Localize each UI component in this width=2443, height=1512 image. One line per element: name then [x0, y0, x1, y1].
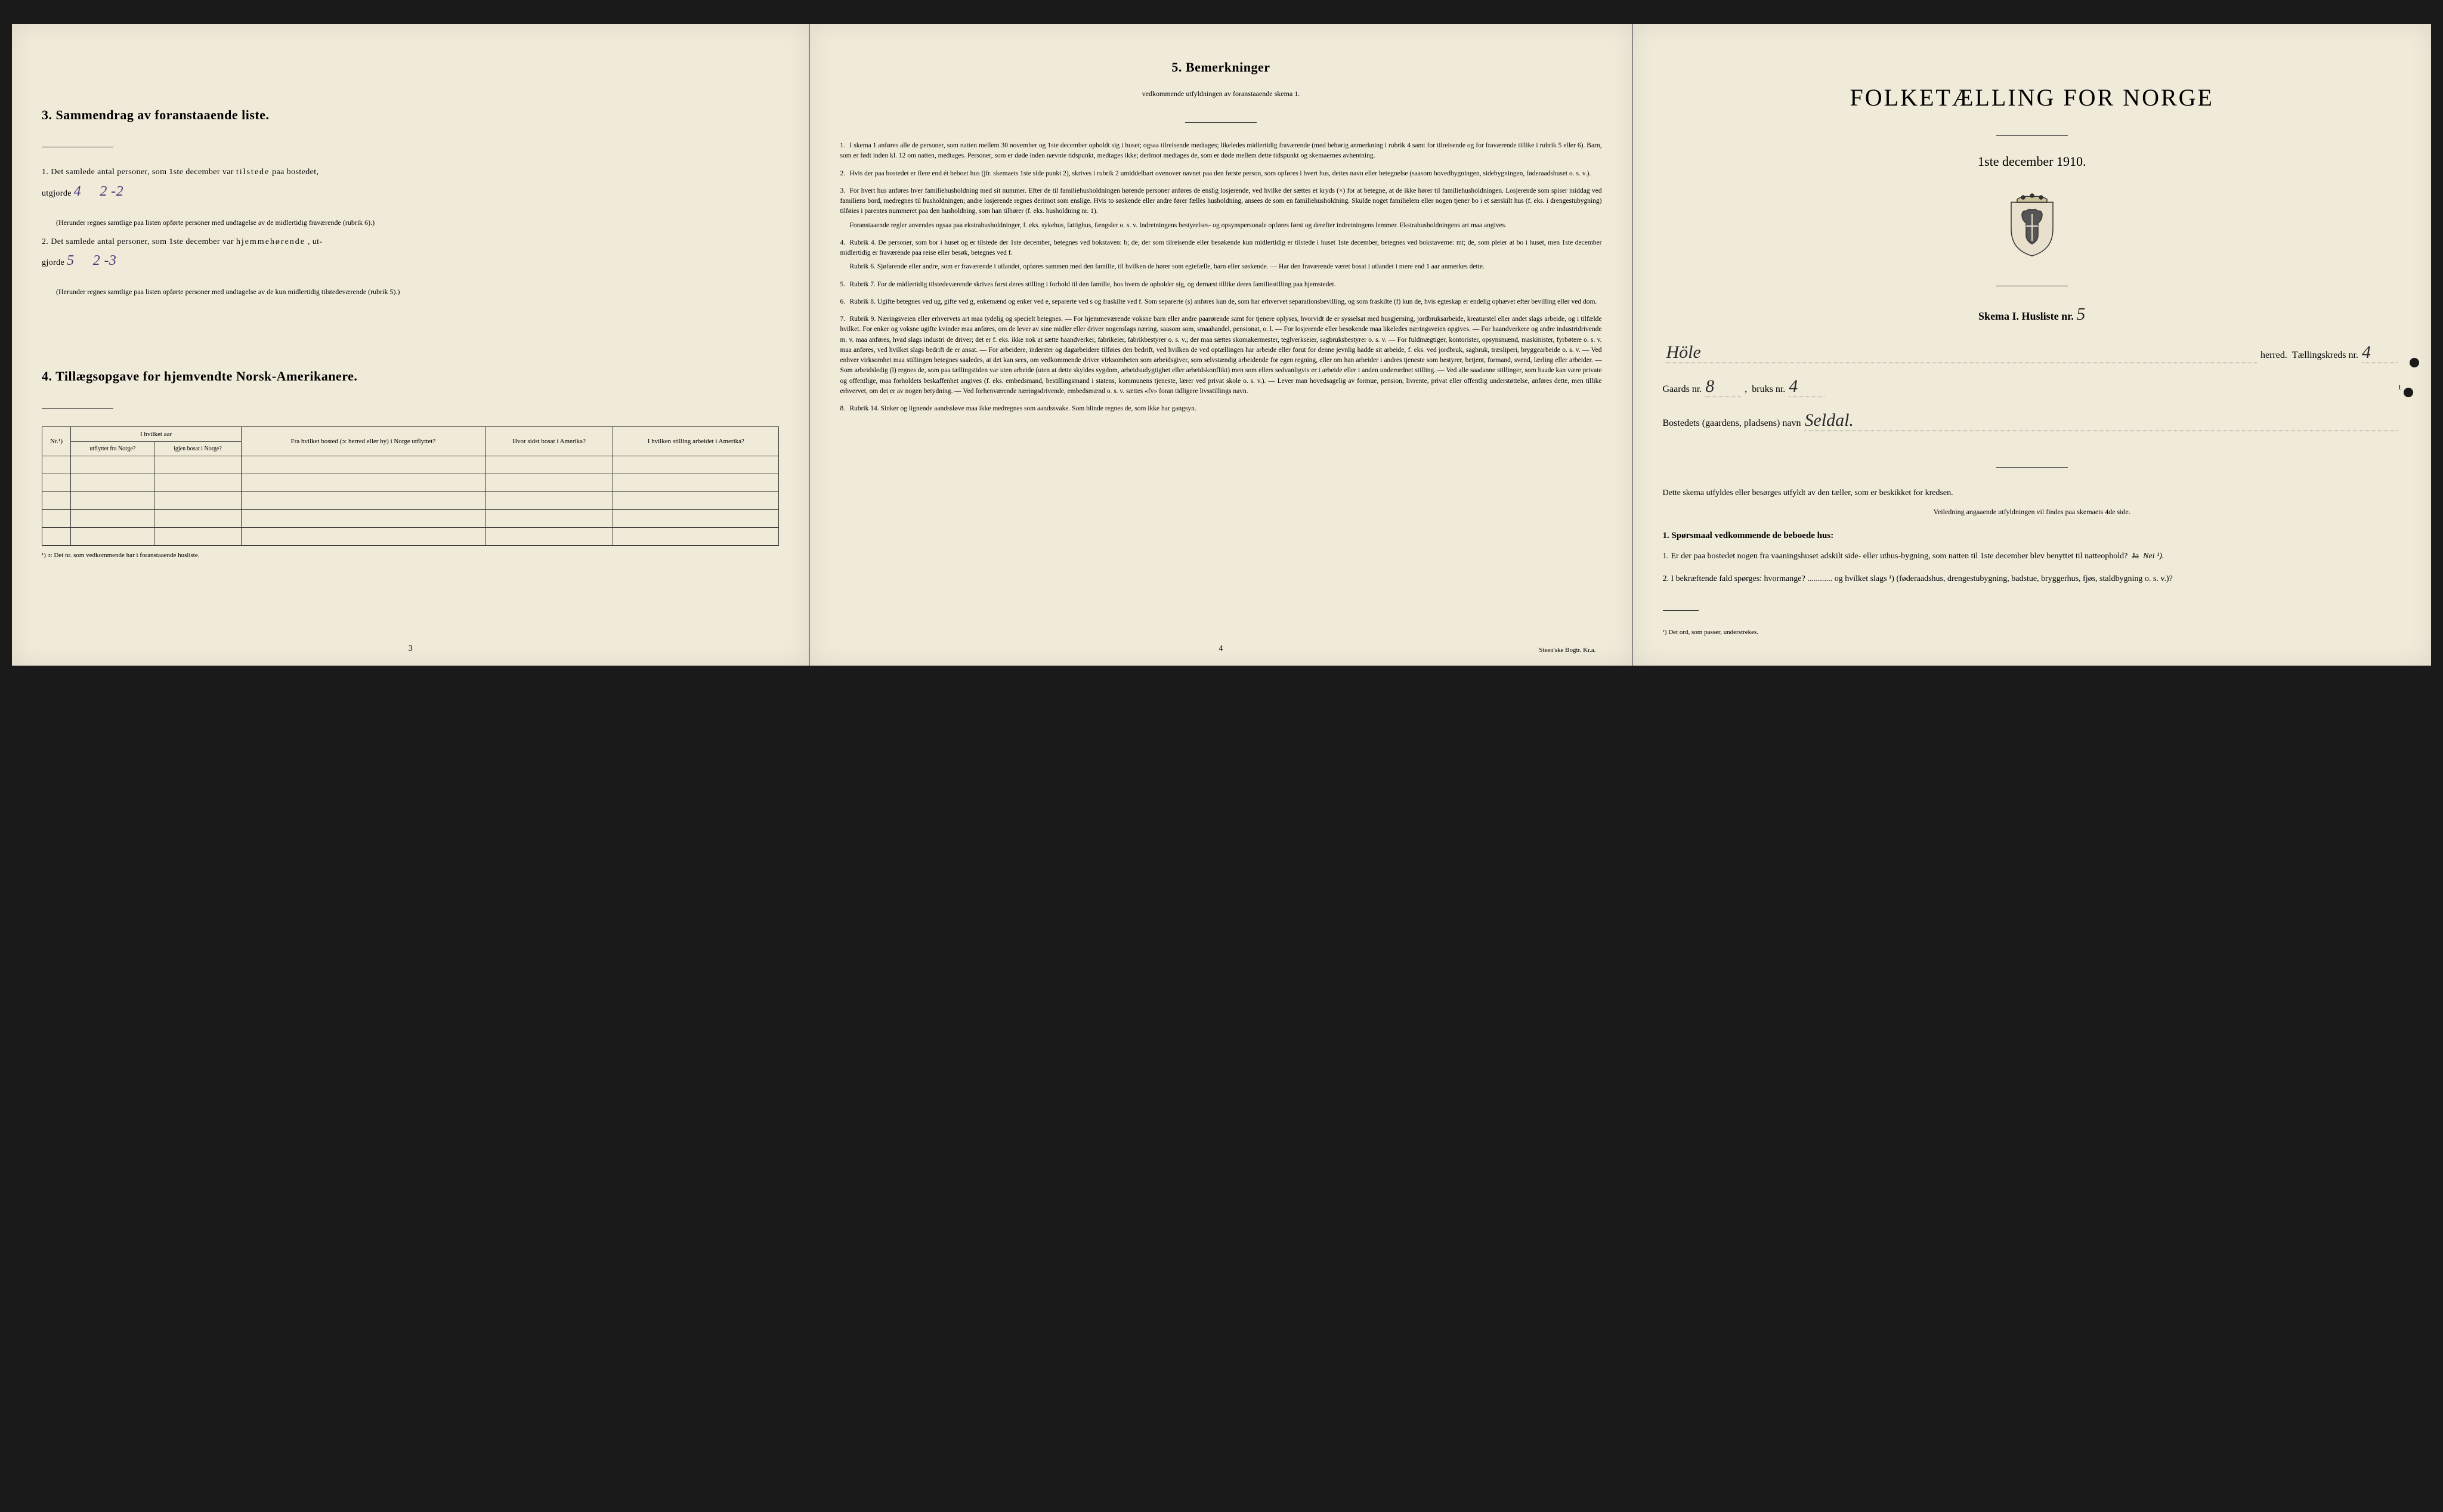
- remark-item: 1.I skema 1 anføres alle de personer, so…: [840, 141, 1601, 162]
- kreds-value: 4: [2362, 342, 2371, 362]
- table-row: [42, 474, 779, 492]
- emigrant-table-body: [42, 456, 779, 546]
- divider: [1185, 122, 1257, 123]
- husliste-nr-value: 5: [2076, 304, 2085, 324]
- table-row: [42, 510, 779, 528]
- col-year-back: igjen bosat i Norge?: [154, 442, 242, 456]
- remark-item: 7.Rubrik 9. Næringsveien eller erhvervet…: [840, 314, 1601, 397]
- remarks-list: 1.I skema 1 anføres alle de personer, so…: [840, 141, 1601, 414]
- answer-nei: Nei ¹).: [2143, 552, 2164, 561]
- section-5-subtitle: vedkommende utfyldningen av foranstaaend…: [840, 89, 1601, 98]
- bruks-value: 4: [1789, 376, 1798, 396]
- end-footnote: ¹) Det ord, som passer, understrekes.: [1663, 629, 2401, 636]
- hand-value-1a: 4: [74, 184, 81, 199]
- remark-item: 8.Rubrik 14. Sinker og lignende aandsslø…: [840, 404, 1601, 414]
- section-5-title: 5. Bemerkninger: [840, 60, 1601, 75]
- census-document: 3. Sammendrag av foranstaaende liste. 1.…: [12, 24, 2431, 666]
- divider: [1663, 610, 1699, 611]
- section-4-footnote: ¹) ɔ: Det nr. som vedkommende har i fora…: [42, 552, 779, 559]
- section-3-title: 3. Sammendrag av foranstaaende liste.: [42, 107, 779, 123]
- remark-item: 6.Rubrik 8. Ugifte betegnes ved ug, gift…: [840, 297, 1601, 307]
- form-line-gaards: Gaards nr. 8, bruks nr. 4 ¹: [1663, 376, 2401, 397]
- instructions-note: Veiledning angaaende utfyldningen vil fi…: [1663, 508, 2401, 517]
- footnote-marker: ¹: [2398, 384, 2401, 395]
- table-row: [42, 492, 779, 510]
- table-row: [42, 456, 779, 474]
- form-line-bosted: Bostedets (gaardens, pladsens) navn Seld…: [1663, 410, 2401, 431]
- herred-value: Höle: [1666, 342, 1701, 362]
- question-2: 2. I bekræftende fald spørges: hvormange…: [1675, 572, 2401, 586]
- col-year-out: utflyttet fra Norge?: [71, 442, 154, 456]
- bosted-value: Seldal.: [1804, 410, 1854, 430]
- summary-item-1: 1. Det samlede antal personer, som 1ste …: [42, 165, 779, 204]
- struck-ja: Ja: [2132, 552, 2139, 561]
- form-line-herred: Höle herred. Tællingskreds nr. 4: [1663, 342, 2401, 363]
- remark-item: 5.Rubrik 7. For de midlertidig tilstedev…: [840, 280, 1601, 290]
- skema-line: Skema I. Husliste nr. 5: [1663, 304, 2401, 324]
- printer-credit: Steen'ske Bogtr. Kr.a.: [1539, 647, 1595, 654]
- page-number-4: 4: [1219, 644, 1223, 654]
- col-bosted: Fra hvilket bosted (ɔ: herred eller by) …: [241, 427, 485, 456]
- summary-item-2: 2. Det samlede antal personer, som 1ste …: [42, 235, 779, 274]
- question-title: 1. Spørsmaal vedkommende de beboede hus:: [1663, 531, 2401, 541]
- col-nr: Nr.¹): [42, 427, 71, 456]
- panel-page-1: FOLKETÆLLING FOR NORGE 1ste december 191…: [1633, 24, 2431, 666]
- hand-value-2b: 2 -3: [93, 253, 117, 268]
- table-row: [42, 528, 779, 546]
- remark-item: 4.Rubrik 4. De personer, som bor i huset…: [840, 238, 1601, 273]
- section-3-summary: 3. Sammendrag av foranstaaende liste. 1.…: [42, 107, 779, 297]
- divider: [42, 408, 113, 409]
- divider: [1996, 467, 2068, 468]
- summary-item-2-note: (Herunder regnes samtlige paa listen opf…: [56, 286, 779, 297]
- instructions-text: Dette skema utfyldes eller besørges utfy…: [1663, 486, 2401, 500]
- ink-blot-icon: [2404, 388, 2413, 397]
- coat-of-arms-icon: [1663, 193, 2401, 262]
- question-1: 1. Er der paa bostedet nogen fra vaaning…: [1675, 549, 2401, 564]
- hand-value-2a: 5: [67, 253, 74, 268]
- col-stilling: I hvilken stilling arbeidet i Amerika?: [613, 427, 779, 456]
- col-amerika: Hvor sidst bosat i Amerika?: [485, 427, 613, 456]
- remark-item: 3.For hvert hus anføres hver familiehush…: [840, 186, 1601, 231]
- panel-page-3: 3. Sammendrag av foranstaaende liste. 1.…: [12, 24, 810, 666]
- remark-item: 2.Hvis der paa bostedet er flere end ét …: [840, 169, 1601, 179]
- section-4-title: 4. Tillægsopgave for hjemvendte Norsk-Am…: [42, 369, 779, 384]
- summary-item-1-note: (Herunder regnes samtlige paa listen opf…: [56, 217, 779, 228]
- section-4-emigrant: 4. Tillægsopgave for hjemvendte Norsk-Am…: [42, 369, 779, 559]
- divider: [1996, 135, 2068, 136]
- hand-value-1b: 2 -2: [100, 184, 123, 199]
- main-title: FOLKETÆLLING FOR NORGE: [1663, 84, 2401, 112]
- question-block: 1. Spørsmaal vedkommende de beboede hus:…: [1663, 531, 2401, 586]
- page-number-3: 3: [409, 644, 413, 654]
- col-year-header: I hvilket aar: [71, 427, 242, 442]
- ink-blot-icon: [2410, 358, 2419, 367]
- gaards-value: 8: [1705, 376, 1714, 396]
- panel-page-4: 5. Bemerkninger vedkommende utfyldningen…: [810, 24, 1632, 666]
- main-subtitle: 1ste december 1910.: [1663, 154, 2401, 169]
- emigrant-table: Nr.¹) I hvilket aar Fra hvilket bosted (…: [42, 426, 779, 546]
